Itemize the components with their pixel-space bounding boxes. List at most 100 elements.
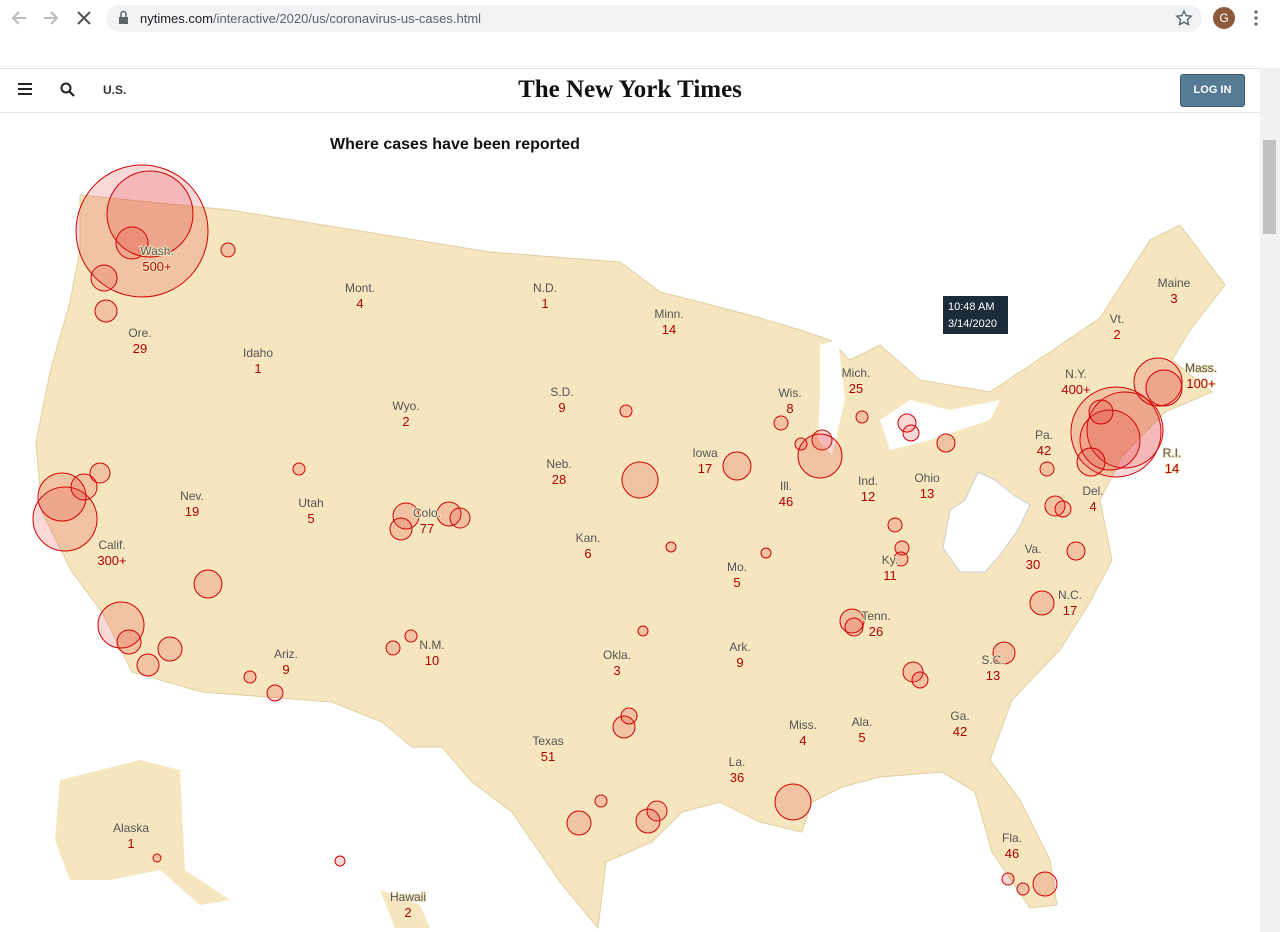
state-cases: 3: [613, 663, 620, 678]
state-name: Ohio: [914, 471, 940, 485]
state-name: N.C.: [1058, 588, 1082, 602]
state-cases: 14: [1165, 461, 1179, 476]
case-bubble: [936, 433, 956, 453]
case-bubble: [404, 629, 418, 643]
state-cases: 13: [986, 668, 1000, 683]
state-cases: 4: [1089, 499, 1096, 514]
lock-icon: [119, 10, 128, 24]
state-name: Vt.: [1110, 312, 1125, 326]
scrollbar-thumb[interactable]: [1263, 140, 1276, 234]
case-bubble: [722, 451, 752, 481]
state-name: Alaska: [113, 821, 149, 835]
case-bubble: [619, 404, 633, 418]
case-bubble: [855, 410, 869, 424]
state-name: Ore.: [128, 326, 151, 340]
state-name: R.I.: [1163, 446, 1182, 460]
section-link[interactable]: U.S.: [103, 83, 127, 97]
case-bubble: [811, 429, 833, 451]
profile-avatar[interactable]: G: [1213, 7, 1235, 29]
tooltip: 10:48 AM 3/14/2020: [943, 296, 1008, 334]
tooltip-time: 10:48 AM: [948, 301, 995, 313]
search-icon[interactable]: [60, 82, 72, 94]
state-cases: 4: [799, 733, 806, 748]
logo[interactable]: The New York Times: [518, 76, 742, 103]
state-cases: 17: [698, 461, 712, 476]
state-name: Pa.: [1035, 428, 1053, 442]
case-bubble: [136, 653, 160, 677]
state-name: Tenn.: [861, 609, 890, 623]
state-name: Utah: [298, 496, 323, 510]
state-cases: 300+: [97, 553, 126, 568]
state-name: Kan.: [576, 531, 601, 545]
state-cases: 5: [858, 730, 865, 745]
case-bubble: [193, 569, 223, 599]
state-name: S.D.: [550, 385, 573, 399]
case-bubble: [646, 800, 668, 822]
case-bubble: [887, 517, 903, 533]
back-icon[interactable]: [11, 11, 26, 25]
case-bubble: [243, 670, 257, 684]
case-bubble: [106, 170, 194, 258]
state-cases: 29: [133, 341, 147, 356]
state-cases: 5: [307, 511, 314, 526]
case-bubble: [115, 226, 149, 260]
case-bubble: [1032, 871, 1058, 897]
stop-icon[interactable]: [77, 11, 91, 25]
state-cases: 10: [425, 653, 439, 668]
hawaii: [380, 890, 430, 928]
case-bubble: [1145, 369, 1183, 407]
state-name: Idaho: [243, 346, 273, 360]
case-bubble: [1001, 872, 1015, 886]
case-bubble: [94, 299, 118, 323]
case-bubble: [1016, 882, 1030, 896]
login-button[interactable]: LOG IN: [1180, 74, 1245, 107]
state-cases: 13: [920, 486, 934, 501]
case-bubble: [266, 684, 284, 702]
menu-icon[interactable]: [1252, 0, 1262, 36]
case-bubble: [292, 462, 306, 476]
west-virginia: [942, 471, 1031, 573]
state-cases: 36: [730, 770, 744, 785]
state-cases: 14: [662, 322, 676, 337]
case-bubble: [760, 547, 772, 559]
state-cases: 26: [869, 624, 883, 639]
case-bubble: [911, 671, 929, 689]
state-cases: 17: [1063, 603, 1077, 618]
forward-icon[interactable]: [44, 11, 59, 25]
case-bubble: [116, 629, 142, 655]
star-icon[interactable]: [1174, 5, 1194, 32]
case-bubble: [1029, 590, 1055, 616]
state-name: Texas: [532, 734, 563, 748]
case-bubble: [794, 437, 808, 451]
state-name: Ariz.: [274, 647, 298, 661]
case-bubble: [220, 242, 236, 258]
site-header: U.S. The New York Times LOG IN: [0, 68, 1260, 113]
case-bubble: [839, 608, 865, 634]
state-cases: 25: [849, 381, 863, 396]
case-bubble: [90, 264, 118, 292]
state-name: Fla.: [1002, 831, 1022, 845]
case-bubble: [773, 415, 789, 431]
case-bubble: [89, 462, 111, 484]
state-cases: 2: [404, 905, 411, 920]
state-cases: 1: [254, 361, 261, 376]
state-cases: 9: [736, 655, 743, 670]
lake: [630, 262, 1000, 455]
state-cases: 5: [733, 575, 740, 590]
state-name: La.: [729, 755, 746, 769]
state-name: N.M.: [419, 638, 444, 652]
case-bubble: [844, 617, 864, 637]
state-cases: 19: [185, 504, 199, 519]
state-cases: 77: [420, 521, 434, 536]
case-bubble: [1086, 391, 1164, 469]
hamburger-icon[interactable]: [18, 83, 32, 95]
case-bubble: [637, 625, 649, 637]
alaska: [55, 760, 230, 905]
scrollbar[interactable]: [1260, 68, 1280, 932]
case-bubble: [157, 636, 183, 662]
address-bar[interactable]: nytimes.com/interactive/2020/us/coronavi…: [106, 5, 1202, 32]
state-name: Minn.: [654, 307, 683, 321]
state-name: Maine: [1158, 276, 1191, 290]
state-name: Ky.: [882, 553, 898, 567]
